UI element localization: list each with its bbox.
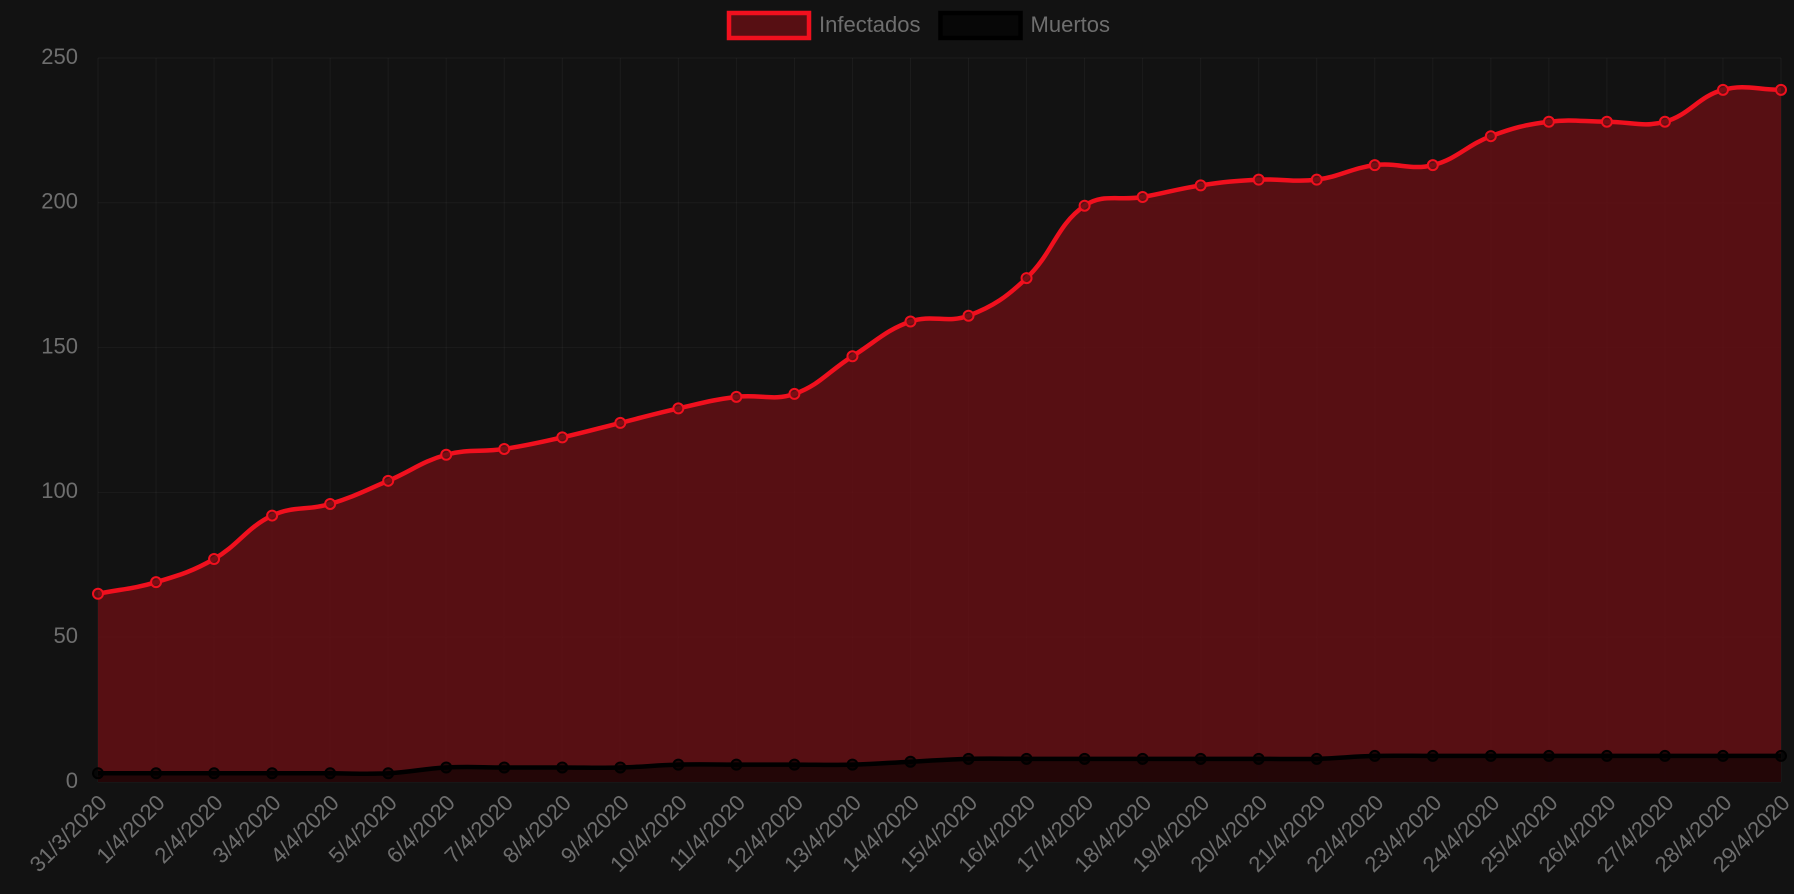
point	[266, 509, 279, 522]
point	[1658, 115, 1671, 128]
point	[92, 587, 104, 600]
point	[1310, 752, 1323, 765]
point	[788, 387, 801, 400]
y-tick-label: 50	[54, 623, 78, 648]
point	[672, 758, 685, 771]
y-tick-label: 200	[41, 189, 78, 214]
point	[324, 767, 337, 780]
point	[1484, 749, 1497, 762]
point	[1020, 272, 1033, 285]
point	[846, 758, 859, 771]
area	[98, 87, 1781, 783]
point	[788, 758, 801, 771]
point	[1368, 159, 1381, 172]
point	[208, 767, 221, 780]
legend-label: Muertos	[1031, 12, 1110, 37]
point	[1078, 752, 1091, 765]
point	[1658, 749, 1671, 762]
point	[1542, 749, 1555, 762]
point	[1542, 115, 1555, 128]
point	[556, 761, 569, 774]
point	[1310, 173, 1323, 186]
point	[440, 448, 453, 461]
point	[150, 767, 163, 780]
point	[498, 442, 511, 455]
point	[208, 553, 221, 566]
point	[846, 350, 859, 363]
point	[1716, 83, 1729, 96]
y-tick-label: 100	[41, 478, 78, 503]
point	[556, 431, 569, 444]
legend: Infectados Muertos	[726, 10, 1110, 41]
legend-swatch	[726, 10, 812, 41]
point	[440, 761, 453, 774]
point	[1775, 749, 1787, 762]
point	[1484, 130, 1497, 143]
y-tick-label: 250	[41, 44, 78, 69]
point	[904, 755, 917, 768]
point	[1136, 752, 1149, 765]
y-tick-label: 0	[66, 768, 78, 793]
point	[498, 761, 511, 774]
point	[266, 767, 279, 780]
point	[1775, 83, 1787, 96]
point	[1426, 159, 1439, 172]
point	[1194, 752, 1207, 765]
point	[1194, 179, 1207, 192]
point	[1020, 752, 1033, 765]
area	[98, 755, 1781, 782]
point	[92, 767, 104, 780]
legend-label: Infectados	[819, 12, 921, 37]
point	[1252, 173, 1265, 186]
point	[1136, 191, 1149, 204]
point	[1600, 749, 1613, 762]
point	[962, 752, 975, 765]
y-tick-label: 150	[41, 333, 78, 358]
legend-swatch	[938, 10, 1023, 41]
x-tick-label: 31/3/2020	[25, 790, 112, 877]
point	[1426, 749, 1439, 762]
point	[904, 315, 917, 328]
point	[1716, 749, 1729, 762]
point	[1600, 115, 1613, 128]
point	[382, 767, 395, 780]
point	[672, 402, 685, 415]
point	[1368, 749, 1381, 762]
point	[1078, 199, 1091, 212]
point	[382, 474, 395, 487]
point	[962, 309, 975, 322]
point	[730, 758, 743, 771]
point	[1252, 752, 1265, 765]
point	[614, 761, 627, 774]
point	[614, 416, 627, 429]
point	[324, 497, 337, 510]
point	[150, 576, 163, 589]
point	[730, 390, 743, 403]
